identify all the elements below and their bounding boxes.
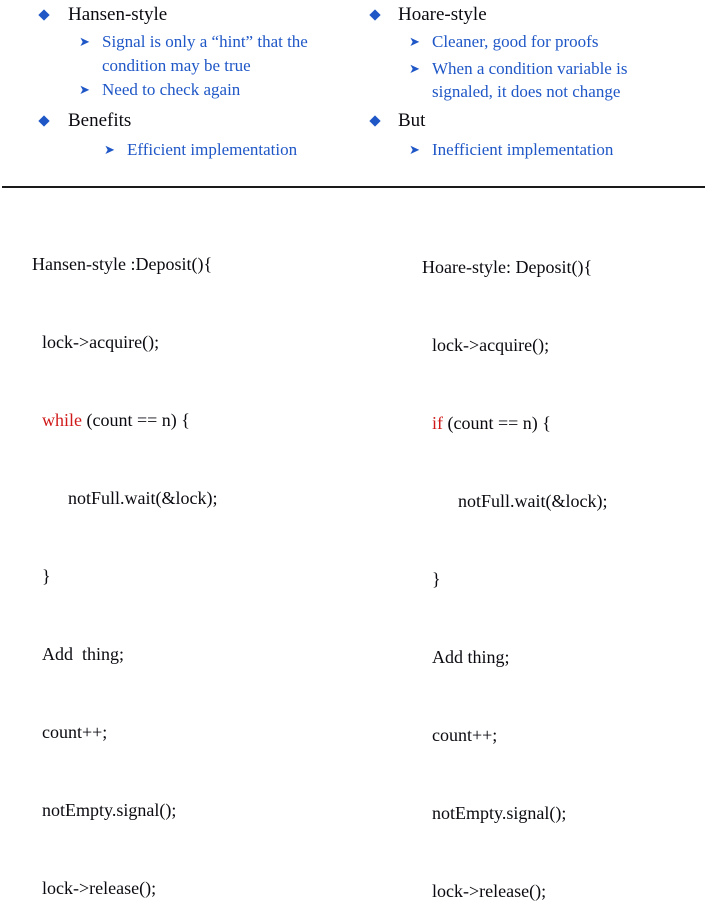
bullet-heading-benefits: Benefits (68, 110, 132, 131)
section-divider (2, 186, 705, 188)
bullet-sub-hint-line1: Signal is only a “hint” that the (102, 32, 308, 51)
bullet-sub-hint-line2: condition may be true (102, 56, 251, 75)
code-line: Hansen-style :Deposit(){ (32, 251, 217, 277)
arrow-bullet-icon: ➤ (79, 83, 90, 98)
bullet-heading-hansen: Hansen-style (68, 4, 168, 25)
code-line: if (count == n) { (422, 410, 607, 436)
code-line: } (32, 563, 217, 589)
bullet-sub-cleaner: Cleaner, good for proofs (432, 32, 599, 51)
bullet-heading-hoare: Hoare-style (398, 4, 487, 25)
arrow-bullet-icon: ➤ (409, 62, 420, 77)
code-text: count++; (42, 722, 108, 742)
code-text: (count == n) { (82, 410, 190, 430)
code-line: notEmpty.signal(); (32, 797, 217, 823)
arrow-bullet-icon: ➤ (104, 143, 115, 158)
code-text: notEmpty.signal(); (42, 800, 177, 820)
code-line: count++; (422, 722, 607, 748)
arrow-bullet-icon: ➤ (409, 35, 420, 50)
code-line: Add thing; (422, 644, 607, 670)
arrow-bullet-icon: ➤ (79, 35, 90, 50)
code-keyword: while (42, 410, 82, 430)
code-text: Add thing; (432, 647, 510, 667)
code-line: lock->release(); (422, 878, 607, 904)
code-text: Add thing; (42, 644, 125, 664)
code-text: notFull.wait(&lock); (68, 488, 218, 508)
code-line: Hoare-style: Deposit(){ (422, 254, 607, 280)
code-line: lock->release(); (32, 875, 217, 901)
bullet-sub-check-again: Need to check again (102, 80, 241, 99)
code-text: notEmpty.signal(); (432, 803, 567, 823)
code-text: lock->acquire(); (432, 335, 550, 355)
bullet-sub-efficient: Efficient implementation (127, 140, 298, 159)
diamond-bullet-icon (38, 9, 50, 21)
code-text: (count == n) { (443, 413, 551, 433)
diamond-bullet-icon (369, 115, 381, 127)
code-keyword: if (432, 413, 443, 433)
arrow-bullet-icon: ➤ (409, 143, 420, 158)
hoare-code-block: Hoare-style: Deposit(){ lock->acquire();… (422, 202, 607, 912)
code-line: notEmpty.signal(); (422, 800, 607, 826)
code-text: } (432, 569, 441, 589)
code-line: while (count == n) { (32, 407, 217, 433)
hansen-code-block: Hansen-style :Deposit(){ lock->acquire()… (32, 199, 217, 912)
code-line: lock->acquire(); (32, 329, 217, 355)
bullet-heading-but: But (398, 110, 426, 131)
code-line: notFull.wait(&lock); (422, 488, 607, 514)
code-text: } (42, 566, 51, 586)
diamond-bullet-icon (369, 9, 381, 21)
code-line: } (422, 566, 607, 592)
code-text: lock->release(); (432, 881, 547, 901)
code-text: Hansen-style :Deposit(){ (32, 254, 213, 274)
code-text: notFull.wait(&lock); (458, 491, 608, 511)
code-line: lock->acquire(); (422, 332, 607, 358)
diamond-bullet-icon (38, 115, 50, 127)
bullet-sub-signaled-line1: When a condition variable is (432, 59, 628, 78)
code-text: count++; (432, 725, 498, 745)
bullet-sub-inefficient: Inefficient implementation (432, 140, 614, 159)
code-text: lock->release(); (42, 878, 157, 898)
bullet-sub-signaled-line2: signaled, it does not change (432, 82, 621, 101)
code-line: count++; (32, 719, 217, 745)
code-line: Add thing; (32, 641, 217, 667)
code-line: notFull.wait(&lock); (32, 485, 217, 511)
code-text: lock->acquire(); (42, 332, 160, 352)
code-text: Hoare-style: Deposit(){ (422, 257, 593, 277)
